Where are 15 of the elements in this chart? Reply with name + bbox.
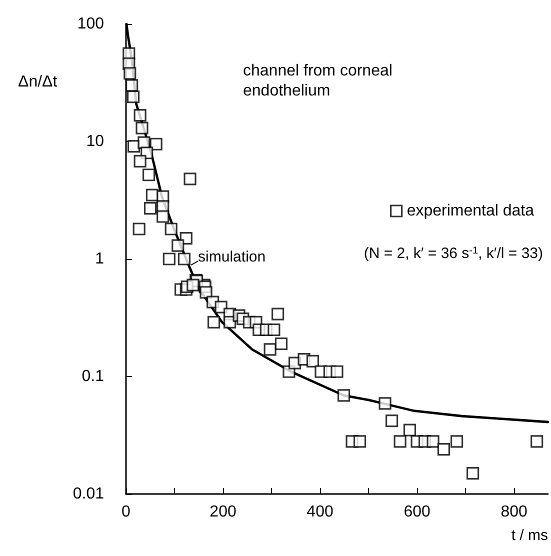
y-tick-label: 1 [95,250,104,268]
x-tick-label: 600 [404,504,430,520]
x-tick-label: 800 [500,504,528,520]
x-axis-title: t / ms [511,527,548,544]
y-axis-title: Δn/Δt [18,74,58,90]
legend-label: experimental data [406,202,534,220]
y-tick-label: 10 [86,133,104,150]
x-tick-label: 0 [122,504,131,520]
text: channel from corneal endothelium [243,62,397,100]
y-tick-label: 0.1 [82,368,104,385]
x-tick-label: 400 [306,504,334,520]
y-tick-label: 0.01 [72,486,104,502]
x-tick-label: 200 [210,504,236,520]
y-tick-label: 100 [77,16,104,32]
legend-label: simulation [198,248,266,266]
